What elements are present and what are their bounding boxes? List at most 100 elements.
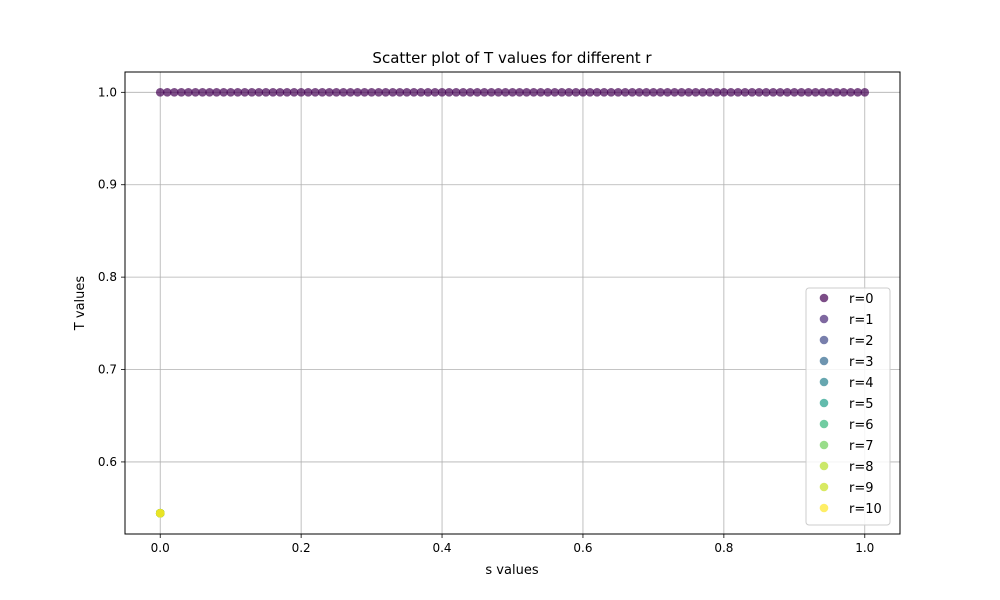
legend-marker	[819, 356, 829, 366]
data-point-r=0	[606, 88, 616, 97]
data-point-r=0	[761, 88, 771, 97]
data-point-r=0	[170, 88, 179, 97]
data-point-r=0	[310, 88, 320, 97]
data-point-r=0	[754, 88, 764, 97]
data-point-r=0	[205, 88, 214, 97]
data-point-r=0	[529, 88, 538, 97]
data-point-r=0	[522, 88, 531, 97]
data-point-r=0	[275, 88, 285, 97]
data-point-r=0	[578, 88, 588, 97]
data-point-r=0	[557, 88, 567, 97]
legend-label: r=4	[849, 376, 874, 391]
legend-label: r=10	[849, 502, 882, 517]
legend-marker	[819, 440, 829, 450]
data-point-r=0	[155, 88, 165, 97]
data-point-r=0	[691, 88, 700, 97]
x-tick-label: 0.8	[714, 541, 733, 555]
data-point-r=0	[465, 88, 475, 97]
data-point-r=0	[423, 88, 433, 97]
plot-frame	[124, 71, 901, 535]
data-point-r=0	[677, 88, 686, 97]
data-point-r=0	[332, 88, 341, 97]
legend-label: r=7	[849, 439, 874, 454]
data-point-r=0	[508, 88, 517, 97]
data-point-r=0	[494, 88, 503, 97]
data-point-r=0	[599, 88, 609, 97]
data-point-r=0	[642, 88, 651, 97]
data-point-r=0	[184, 88, 193, 97]
data-point-r=0	[846, 88, 855, 97]
data-point-r=0	[536, 88, 545, 97]
data-point-r=0	[649, 88, 658, 97]
y-tick-label: 0.7	[98, 363, 117, 377]
data-point-r=0	[663, 88, 672, 97]
legend-label: r=6	[849, 418, 874, 433]
data-point-r=0	[790, 88, 799, 97]
data-point-r=0	[656, 88, 665, 97]
data-point-r=0	[458, 88, 468, 97]
data-point-r=0	[261, 88, 271, 97]
data-point-r=0	[480, 88, 489, 97]
legend-marker	[819, 293, 829, 303]
ticks: 0.0 0.2 0.4 0.6 0.8 1.0 0.6 0.7 0.8 0.9 1.0	[98, 85, 874, 555]
data-point-r=0	[402, 88, 412, 97]
data-points	[155, 88, 870, 518]
data-point-r=0	[381, 88, 390, 97]
data-point-r=0	[472, 88, 482, 97]
data-point-r=0	[177, 88, 186, 97]
x-tick-label: 0.4	[432, 541, 451, 555]
legend-label: r=2	[849, 334, 874, 349]
data-point-r=0	[430, 88, 440, 97]
data-point-r=0	[592, 88, 602, 97]
data-point-r=0	[585, 88, 595, 97]
data-point-r=0	[740, 88, 750, 97]
x-tick-label: 0.0	[151, 541, 170, 555]
data-point-r=0	[853, 88, 863, 97]
data-point-r=0	[444, 88, 454, 97]
data-point-r=0	[712, 88, 722, 97]
data-point-r=0	[247, 88, 257, 97]
data-point-r=0	[367, 88, 376, 97]
data-point-r=0	[635, 88, 644, 97]
data-point-r=0	[684, 88, 693, 97]
data-point-r=0	[860, 88, 870, 97]
data-point-r=0	[437, 88, 447, 97]
data-point-r=0	[395, 88, 405, 97]
data-point-r=0	[825, 88, 834, 97]
data-point-r=0	[219, 88, 228, 97]
data-point-r=0	[268, 88, 278, 97]
legend-marker	[819, 482, 829, 492]
data-point-r=0	[747, 88, 757, 97]
legend-marker	[819, 419, 829, 429]
data-point-r=0	[839, 88, 848, 97]
legend-marker	[819, 503, 829, 513]
data-point-r=0	[571, 88, 581, 97]
y-tick-label: 1.0	[98, 85, 117, 99]
data-point-r=0	[564, 88, 574, 97]
data-point-r=0	[832, 88, 841, 97]
y-axis-label: T values	[73, 276, 88, 332]
data-point-r=0	[289, 88, 299, 97]
y-tick-label: 0.8	[98, 270, 117, 284]
data-point-r=0	[451, 88, 461, 97]
x-tick-label: 0.6	[573, 541, 592, 555]
data-point-r=0	[550, 88, 560, 97]
data-point-r=0	[416, 88, 426, 97]
data-point-r=0	[775, 88, 785, 97]
data-point-r=0	[325, 88, 334, 97]
data-point-r=0	[339, 88, 348, 97]
legend-marker	[819, 314, 829, 324]
legend-marker	[819, 461, 829, 471]
data-point-r=0	[768, 88, 778, 97]
data-point-r=0	[782, 88, 792, 97]
legend-label: r=0	[849, 292, 874, 307]
data-point-r=0	[346, 88, 355, 97]
data-point-r=0	[374, 88, 383, 97]
data-point-r=0	[212, 88, 221, 97]
x-tick-label: 0.2	[292, 541, 311, 555]
data-point-r=0	[811, 88, 820, 97]
data-point-r=0	[515, 88, 524, 97]
legend-label: r=8	[849, 460, 874, 475]
chart-title: Scatter plot of T values for different r	[372, 49, 652, 67]
